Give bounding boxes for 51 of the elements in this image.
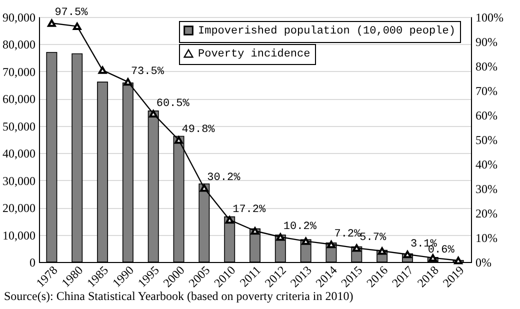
y-tick-label: 90,000	[2, 10, 36, 24]
source-note: Source(s): China Statistical Yearbook (based on poverty criteria in 2010)	[4, 289, 354, 303]
y2-tick-label: 100%	[476, 10, 504, 24]
y-tick-label: 50,000	[2, 119, 36, 134]
y-tick-label: 10,000	[2, 228, 36, 242]
data-label: 17.2%	[232, 204, 266, 216]
y2-tick-label: 30%	[476, 182, 498, 196]
point	[124, 78, 132, 86]
data-label: 10.2%	[283, 221, 317, 234]
data-label: 97.5%	[54, 7, 88, 20]
point	[327, 240, 336, 248]
x-tick-label: 2011	[236, 263, 264, 290]
y-tick-label: 70,000	[2, 64, 36, 79]
y-tick-label: 30,000	[2, 174, 36, 188]
y2-tick-label: 90%	[476, 35, 498, 49]
legend-label: Impoverished population (10,000 people)	[198, 26, 456, 38]
point	[454, 256, 462, 264]
y-tick-label: 0	[30, 256, 36, 270]
y2-tick-label: 50%	[476, 133, 498, 147]
y2-tick-label: 10%	[476, 231, 498, 245]
point	[149, 110, 158, 118]
point	[72, 22, 82, 30]
y-tick-label: 40,000	[2, 146, 36, 161]
y2-tick-label: 70%	[476, 84, 498, 98]
y2-tick-label: 40%	[476, 158, 498, 172]
y2-tick-label: 20%	[476, 206, 498, 220]
point	[98, 66, 107, 74]
y2-tick-label: 80%	[476, 60, 498, 74]
point	[250, 227, 260, 235]
point	[174, 136, 183, 144]
data-label: 7.2%	[334, 228, 362, 240]
point	[48, 19, 56, 27]
point	[225, 216, 234, 224]
data-label: 49.8%	[182, 124, 216, 136]
point	[428, 254, 438, 262]
point	[352, 244, 361, 252]
data-label: 60.5%	[156, 98, 190, 110]
point	[403, 250, 412, 258]
y-tick-label: 60,000	[2, 92, 36, 106]
y2-tick-label: 0%	[476, 256, 492, 270]
y-tick-label: 20,000	[2, 201, 36, 216]
data-label: 5.7%	[360, 232, 386, 244]
point	[302, 237, 310, 245]
legend-label: Poverty incidence	[198, 48, 310, 60]
point	[378, 247, 386, 255]
point	[276, 233, 285, 241]
y-tick-label: 80,000	[2, 38, 36, 52]
data-label: 73.5%	[130, 66, 164, 78]
data-label: 30.2%	[207, 172, 241, 184]
y2-tick-label: 60%	[476, 108, 498, 122]
point	[200, 184, 208, 192]
